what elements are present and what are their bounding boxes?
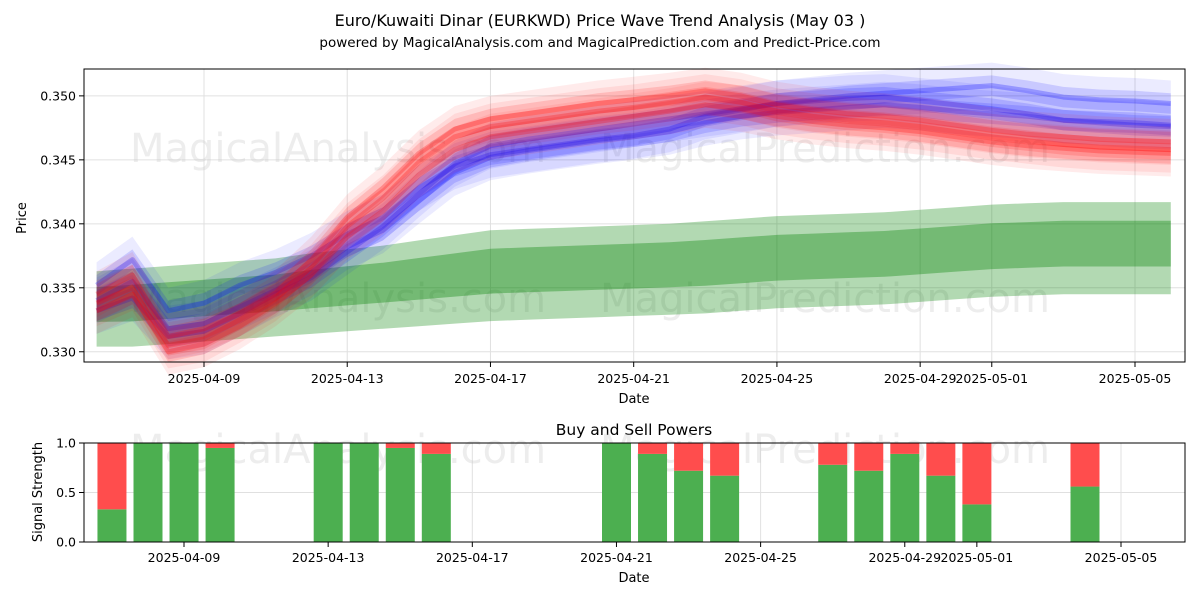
buy-power-bar [349,443,379,542]
signal-x-tick-label: 2025-04-29 [868,550,941,565]
wave-band [96,86,1171,322]
sell-power-bar [854,443,884,471]
wave-series-line [95,88,1171,339]
price-x-tick-label: 2025-04-13 [311,371,384,386]
buy-power-bar [133,443,163,542]
sell-power-bar [385,443,415,448]
watermark: MagicalAnalysis.com [130,276,546,322]
wave-band [96,80,1171,347]
sell-power-bar [674,443,704,471]
green-trend-band [96,220,1171,322]
sell-power-bar [638,443,668,454]
signal-x-tick-label: 2025-04-21 [580,550,653,565]
signal-title: Buy and Sell Powers [556,421,713,439]
signal-x-axis-label: Date [618,571,649,586]
price-x-tick-label: 2025-04-29 [884,371,957,386]
wave-band [96,94,1171,339]
price-y-axis-label: Price [15,202,30,234]
price-y-ticks: 0.330 0.335 0.340 0.345 0.350 [40,88,84,359]
price-wave-series [95,62,1171,375]
wave-band [96,67,1171,360]
signal-x-tick-label: 2025-05-05 [1085,550,1158,565]
wave-series-line [95,102,1171,332]
price-plot-frame [83,68,1186,363]
buy-power-bar [97,509,127,542]
price-y-tick-label: 0.345 [40,152,76,167]
sell-power-bar [890,443,920,454]
buy-power-bar [602,443,631,542]
sell-power-bar [97,443,127,510]
chart-subtitle: powered by MagicalAnalysis.com and Magic… [319,35,880,51]
signal-x-tick-label: 2025-04-13 [292,550,365,565]
buy-power-bar [421,453,451,542]
buy-power-bar [638,453,668,542]
signal-y-tick-label: 0.5 [56,485,76,500]
wave-band [96,81,1171,352]
wave-band [96,74,1171,369]
wave-series-line [95,102,1171,355]
wave-band [96,74,1171,334]
buy-power-bar [169,443,199,542]
sell-power-bar [962,443,992,505]
buy-power-bar [1070,486,1100,542]
price-y-tick-label: 0.350 [40,88,76,103]
wave-series-line [95,83,1171,339]
wave-band [96,94,1171,362]
signal-x-tick-label: 2025-04-25 [724,550,797,565]
buy-power-bar [962,504,992,542]
buy-power-bar [205,447,235,542]
wave-band [96,81,1171,375]
watermark: MagicalPrediction.com [600,276,1050,322]
wave-band [96,86,1171,356]
sell-power-bar [926,443,956,476]
price-x-tick-label: 2025-04-17 [454,371,527,386]
green-trend-band [96,202,1171,347]
sell-power-bar [421,443,451,454]
price-x-axis-label: Date [618,392,649,407]
price-gridlines [84,69,1185,362]
signal-x-tick-label: 2025-05-01 [941,550,1014,565]
price-x-tick-label: 2025-04-25 [741,371,814,386]
buy-power-bar [710,475,740,542]
wave-band [96,62,1171,360]
signal-x-tick-label: 2025-04-17 [436,550,509,565]
buy-power-bar [926,475,956,542]
buy-power-bar [385,447,415,542]
sell-power-bar [205,443,235,448]
signal-y-tick-label: 0.0 [56,535,76,550]
buy-power-bar [313,443,343,542]
price-watermarks: MagicalAnalysis.com MagicalPrediction.com… [130,126,1050,322]
price-x-tick-label: 2025-04-21 [597,371,670,386]
price-y-tick-label: 0.335 [40,280,76,295]
signal-y-tick-label: 1.0 [56,436,76,451]
buy-power-bar [674,470,704,542]
signal-x-ticks: 2025-04-09 2025-04-13 2025-04-17 2025-04-21… [148,542,1158,565]
sell-power-bar [818,443,848,465]
price-x-tick-label: 2025-04-09 [168,371,241,386]
signal-bars [97,443,1100,542]
signal-y-ticks: 0.0 0.5 1.0 [56,436,84,550]
wave-band [96,75,1171,347]
sell-power-bar [1070,443,1100,487]
buy-power-bar [854,470,884,542]
buy-power-bar [818,464,848,542]
wave-series-line [95,94,1171,348]
price-y-tick-label: 0.330 [40,344,76,359]
wave-series-line [95,94,1171,314]
chart-title: Euro/Kuwaiti Dinar (EURKWD) Price Wave T… [335,11,866,30]
price-panel: MagicalAnalysis.com MagicalPrediction.com… [15,62,1186,407]
signal-panel: Buy and Sell Powers MagicalAnalysis.comM… [31,421,1186,586]
sell-power-bar [710,443,740,476]
price-x-tick-label: 2025-05-01 [955,371,1028,386]
signal-y-axis-label: Signal Strength [31,442,46,542]
watermark: MagicalPrediction.com [600,126,1050,172]
price-x-ticks: 2025-04-09 2025-04-13 2025-04-17 2025-04-21… [168,362,1172,386]
signal-x-tick-label: 2025-04-09 [148,550,221,565]
price-x-tick-label: 2025-05-05 [1099,371,1172,386]
watermark: MagicalAnalysis.com [130,126,546,172]
price-y-tick-label: 0.340 [40,216,76,231]
buy-power-bar [890,453,920,542]
